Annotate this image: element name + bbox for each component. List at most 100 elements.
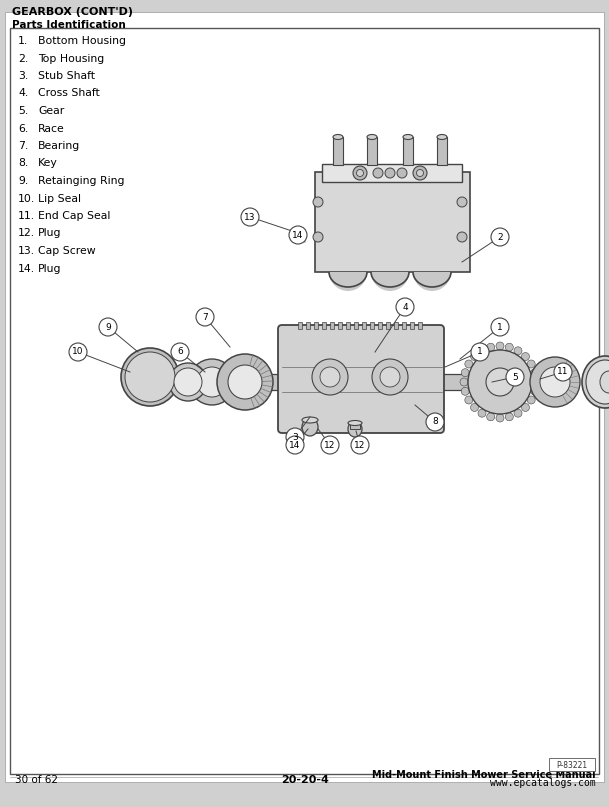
Circle shape — [353, 166, 367, 180]
Circle shape — [532, 378, 540, 386]
Circle shape — [460, 378, 468, 386]
Bar — [410, 322, 414, 329]
Circle shape — [125, 352, 175, 402]
Text: 2: 2 — [497, 232, 503, 241]
Circle shape — [457, 197, 467, 207]
Circle shape — [397, 168, 407, 178]
Circle shape — [478, 347, 486, 355]
Circle shape — [286, 428, 304, 446]
Bar — [354, 322, 358, 329]
Text: Plug: Plug — [38, 264, 62, 274]
Bar — [435, 374, 520, 390]
Text: 20-20-4: 20-20-4 — [281, 775, 329, 785]
Ellipse shape — [540, 367, 570, 397]
Ellipse shape — [121, 348, 179, 406]
Text: Top Housing: Top Housing — [38, 53, 104, 64]
Circle shape — [478, 409, 486, 417]
Ellipse shape — [367, 135, 377, 140]
Bar — [370, 322, 374, 329]
Text: 6.: 6. — [18, 123, 28, 133]
Text: 14: 14 — [289, 441, 301, 449]
Circle shape — [321, 436, 339, 454]
Ellipse shape — [197, 367, 227, 397]
Ellipse shape — [228, 365, 262, 399]
Text: Lip Seal: Lip Seal — [38, 194, 81, 203]
Text: 13: 13 — [244, 212, 256, 221]
Bar — [402, 322, 406, 329]
Text: 3: 3 — [292, 433, 298, 441]
Circle shape — [505, 343, 513, 351]
Text: 1: 1 — [477, 348, 483, 357]
Text: 1: 1 — [497, 323, 503, 332]
Ellipse shape — [530, 357, 580, 407]
Bar — [333, 137, 343, 165]
Circle shape — [514, 409, 522, 417]
Text: 3.: 3. — [18, 71, 28, 81]
Ellipse shape — [586, 360, 609, 404]
Text: Cap Screw: Cap Screw — [38, 246, 96, 256]
Text: Mid-Mount Finish Mower Service Manual: Mid-Mount Finish Mower Service Manual — [372, 770, 596, 780]
Text: GEARBOX (CONT'D): GEARBOX (CONT'D) — [12, 7, 133, 17]
Text: 4: 4 — [402, 303, 408, 312]
Wedge shape — [413, 272, 451, 291]
Ellipse shape — [189, 359, 235, 405]
Circle shape — [471, 404, 479, 412]
Text: 6: 6 — [177, 348, 183, 357]
Text: 5.: 5. — [18, 106, 28, 116]
Circle shape — [171, 343, 189, 361]
Circle shape — [527, 360, 535, 368]
Circle shape — [313, 232, 323, 242]
FancyBboxPatch shape — [278, 325, 444, 433]
Text: 30 of 62: 30 of 62 — [15, 775, 58, 785]
Wedge shape — [371, 272, 409, 291]
Circle shape — [496, 342, 504, 350]
Text: Key: Key — [38, 158, 58, 169]
Circle shape — [506, 368, 524, 386]
Bar — [338, 322, 342, 329]
Ellipse shape — [348, 421, 362, 437]
Circle shape — [496, 414, 504, 422]
Text: P-83221: P-83221 — [557, 760, 588, 770]
Circle shape — [527, 396, 535, 404]
Circle shape — [465, 396, 473, 404]
Circle shape — [471, 343, 489, 361]
Ellipse shape — [174, 368, 202, 396]
Circle shape — [514, 347, 522, 355]
Circle shape — [289, 226, 307, 244]
Ellipse shape — [333, 135, 343, 140]
Circle shape — [320, 367, 340, 387]
Wedge shape — [329, 272, 367, 291]
Circle shape — [521, 404, 529, 412]
Bar — [298, 322, 302, 329]
Circle shape — [461, 387, 469, 395]
Bar — [549, 758, 595, 771]
Text: 7: 7 — [202, 312, 208, 321]
Circle shape — [396, 298, 414, 316]
Text: 1.: 1. — [18, 36, 28, 46]
Ellipse shape — [600, 371, 609, 393]
Text: Stub Shaft: Stub Shaft — [38, 71, 95, 81]
Circle shape — [380, 367, 400, 387]
Circle shape — [468, 350, 532, 414]
Text: 12.: 12. — [18, 228, 35, 239]
Text: Race: Race — [38, 123, 65, 133]
Bar — [346, 322, 350, 329]
Bar — [437, 137, 447, 165]
Bar — [386, 322, 390, 329]
Circle shape — [465, 360, 473, 368]
FancyBboxPatch shape — [322, 164, 462, 182]
Ellipse shape — [302, 418, 318, 436]
Bar — [367, 137, 377, 165]
Ellipse shape — [217, 354, 273, 410]
Bar — [394, 322, 398, 329]
Circle shape — [487, 412, 495, 420]
Ellipse shape — [132, 359, 168, 395]
Text: 10: 10 — [72, 348, 84, 357]
Circle shape — [531, 387, 539, 395]
Text: 11.: 11. — [18, 211, 35, 221]
Circle shape — [241, 208, 259, 226]
Text: 9.: 9. — [18, 176, 28, 186]
Text: 8: 8 — [432, 417, 438, 427]
Circle shape — [372, 359, 408, 395]
Circle shape — [413, 166, 427, 180]
